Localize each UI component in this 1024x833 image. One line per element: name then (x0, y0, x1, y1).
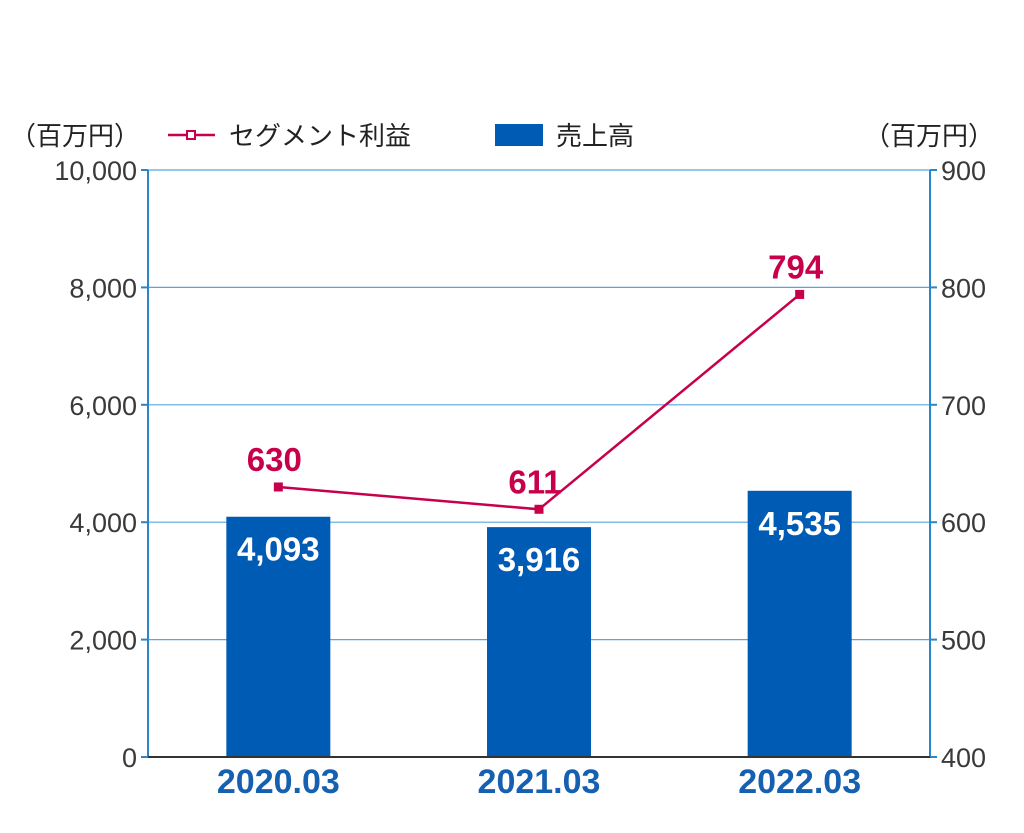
data-labels: 4,093 3,916 4,535 630 611 794 (237, 248, 841, 578)
left-tick-label: 10,000 (54, 156, 137, 186)
axes: 0 2,000 4,000 6,000 8,000 10,000 400 500 600 700 8… (54, 156, 986, 801)
left-tick-label: 2,000 (69, 626, 137, 656)
right-tick-label: 700 (941, 391, 986, 421)
sales-bar (226, 516, 331, 757)
legend: セグメント利益 売上高 (168, 122, 634, 152)
right-tick-label: 600 (941, 508, 986, 538)
legend-line-swatch (168, 130, 215, 140)
profit-point (534, 504, 544, 514)
right-tick-label: 400 (941, 743, 986, 773)
profit-point (273, 482, 283, 492)
right-tick-label: 800 (941, 273, 986, 303)
category-label: 2020.03 (217, 763, 340, 801)
left-axis-unit: （百万円） (10, 122, 140, 152)
category-label: 2022.03 (738, 763, 861, 801)
bar-value-label: 4,093 (237, 531, 320, 568)
sales-bars (226, 490, 852, 757)
profit-point (795, 289, 805, 299)
profit-value-label: 794 (768, 248, 824, 285)
left-tick-label: 4,000 (69, 508, 137, 538)
bar-value-label: 3,916 (498, 541, 581, 578)
right-tick-label: 900 (941, 156, 986, 186)
profit-line (273, 289, 805, 514)
legend-bar-swatch (495, 124, 543, 146)
right-axis-unit: （百万円） (864, 122, 994, 152)
sales-bar (747, 490, 852, 757)
legend-bar-label: 売上高 (556, 122, 634, 152)
legend-line-label: セグメント利益 (229, 122, 411, 152)
profit-value-label: 611 (508, 463, 561, 500)
left-tick-label: 6,000 (69, 391, 137, 421)
bar-value-label: 4,535 (758, 505, 841, 542)
sales-bar (487, 527, 591, 757)
category-label: 2021.03 (478, 763, 601, 801)
left-tick-label: 8,000 (69, 273, 137, 303)
left-tick-label: 0 (122, 743, 137, 773)
profit-value-label: 630 (247, 441, 302, 478)
right-tick-label: 500 (941, 626, 986, 656)
